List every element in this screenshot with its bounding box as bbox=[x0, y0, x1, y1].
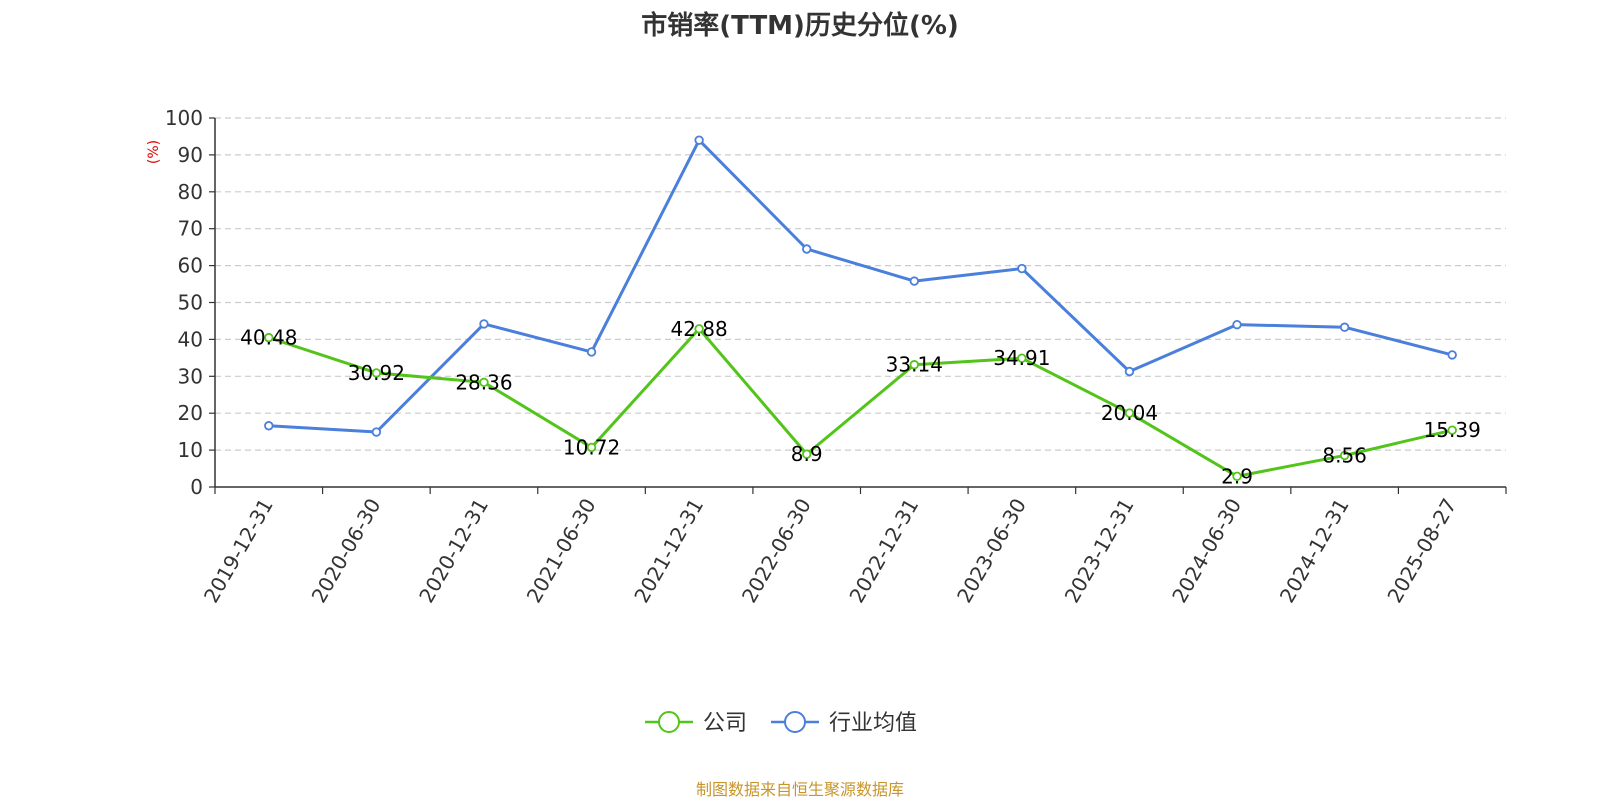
y-tick-label: 0 bbox=[190, 475, 203, 499]
x-tick-label: 2024-12-31 bbox=[1275, 494, 1354, 607]
x-tick-label: 2025-08-27 bbox=[1382, 494, 1461, 607]
legend-item-industry-average[interactable]: 行业均值 bbox=[771, 711, 917, 736]
y-tick-label: 40 bbox=[178, 327, 203, 351]
data-label: 34.91 bbox=[993, 346, 1050, 370]
legend[interactable]: 公司 行业均值 bbox=[645, 711, 917, 736]
data-point bbox=[1232, 471, 1242, 481]
data-point bbox=[694, 135, 704, 145]
data-label: 30.92 bbox=[348, 361, 405, 385]
data-point bbox=[371, 427, 382, 437]
y-tick-label: 20 bbox=[178, 401, 203, 425]
data-source-note: 制图数据来自恒生聚源数据库 bbox=[696, 780, 904, 799]
data-label: 20.04 bbox=[1101, 401, 1158, 425]
data-point bbox=[479, 377, 489, 388]
data-point bbox=[1232, 319, 1242, 330]
y-tick-label: 70 bbox=[178, 217, 203, 241]
data-point bbox=[694, 324, 704, 334]
data-point bbox=[1447, 425, 1457, 435]
x-tick-label: 2023-06-30 bbox=[952, 494, 1031, 607]
data-point bbox=[1017, 263, 1027, 274]
data-label: 8.56 bbox=[1322, 443, 1367, 467]
y-tick-label: 60 bbox=[178, 254, 203, 278]
data-point bbox=[479, 319, 489, 329]
data-point bbox=[1124, 366, 1135, 377]
data-label: 42.88 bbox=[670, 317, 727, 341]
data-label: 28.36 bbox=[455, 370, 512, 394]
chart-title: 市销率(TTM)历史分位(%) bbox=[641, 10, 959, 41]
data-point bbox=[802, 244, 812, 254]
x-tick-label: 2019-12-31 bbox=[199, 494, 278, 607]
data-point bbox=[264, 421, 274, 431]
x-tick-label: 2022-06-30 bbox=[737, 494, 816, 607]
data-point bbox=[586, 442, 597, 453]
data-label: 8.9 bbox=[791, 442, 823, 466]
x-tick-label: 2022-12-31 bbox=[844, 494, 923, 607]
series-layer bbox=[264, 135, 1457, 481]
data-label: 2.9 bbox=[1221, 464, 1253, 488]
data-point bbox=[1017, 353, 1027, 363]
data-label: 10.72 bbox=[563, 435, 620, 459]
x-tick-label: 2020-12-31 bbox=[414, 494, 493, 607]
data-point bbox=[586, 347, 597, 357]
data-point bbox=[1339, 322, 1350, 332]
data-point bbox=[1447, 350, 1457, 360]
data-point bbox=[1339, 450, 1350, 461]
y-tick-label: 90 bbox=[178, 143, 203, 167]
series-line-industry-average bbox=[268, 138, 1453, 434]
data-point bbox=[802, 449, 812, 459]
data-point bbox=[909, 360, 919, 370]
y-tick-label: 30 bbox=[178, 364, 203, 388]
data-point bbox=[1124, 408, 1135, 418]
y-tick-label: 100 bbox=[165, 106, 203, 130]
legend-label: 行业均值 bbox=[829, 711, 917, 736]
data-point bbox=[371, 368, 382, 378]
legend-item-company[interactable]: 公司 bbox=[645, 711, 747, 736]
x-tick-label: 2024-06-30 bbox=[1167, 494, 1246, 607]
y-tick-label: 80 bbox=[178, 180, 203, 204]
y-tick-label: 10 bbox=[178, 438, 203, 462]
legend-marker bbox=[784, 711, 806, 733]
data-point bbox=[909, 276, 919, 286]
data-label: 33.14 bbox=[886, 353, 943, 377]
axes: 0 10 20 30 40 50 60 70 80 90 100 2019-12-31 2020-06-… bbox=[165, 106, 1507, 607]
x-tick-label: 2021-12-31 bbox=[629, 494, 708, 607]
x-tick-label: 2020-06-30 bbox=[307, 494, 386, 607]
data-labels: 40.48 30.92 28.36 10.72 42.88 8.9 33.14 34.91 20… bbox=[240, 317, 1481, 489]
y-tick-label: 50 bbox=[178, 291, 203, 315]
x-tick-label: 2021-06-30 bbox=[522, 494, 601, 607]
x-tick-label: 2023-12-31 bbox=[1060, 494, 1139, 607]
legend-label: 公司 bbox=[703, 711, 747, 736]
series-line-company bbox=[268, 327, 1453, 478]
y-axis-unit-label: (%) bbox=[146, 140, 162, 164]
data-point bbox=[264, 332, 274, 343]
data-label: 40.48 bbox=[240, 326, 297, 350]
legend-marker bbox=[658, 711, 680, 733]
data-label: 15.39 bbox=[1424, 418, 1481, 442]
